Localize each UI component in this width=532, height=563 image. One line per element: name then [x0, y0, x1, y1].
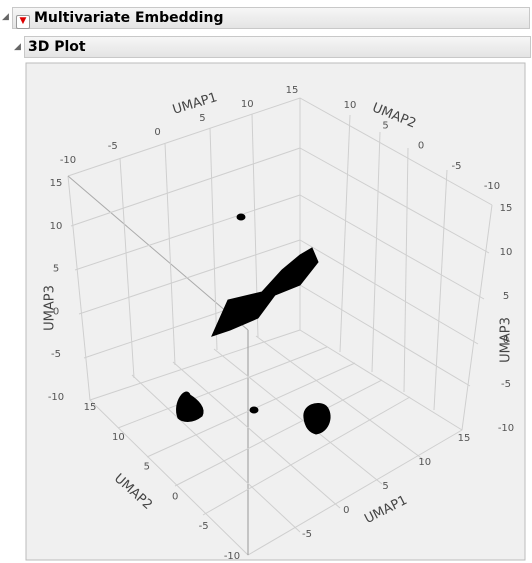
collapse-icon[interactable]: ◢ [2, 12, 9, 22]
axis-tick-label: 5 [144, 462, 150, 473]
axis-tick-label: 0 [154, 127, 160, 138]
axis-tick-label: 15 [84, 402, 97, 413]
axis-tick-label: -5 [452, 161, 462, 172]
axis-tick-label: 0 [172, 491, 178, 502]
axis-tick-label: 10 [50, 221, 63, 232]
axis-tick-label: -10 [498, 423, 514, 434]
axis-tick-label: 0 [503, 335, 509, 346]
axis-title: UMAP3 [499, 317, 514, 363]
axis-tick-label: -5 [108, 141, 118, 152]
axis-tick-label: -5 [51, 349, 61, 360]
panel-bar: 3D Plot [24, 36, 531, 58]
axis-tick-label: 10 [500, 247, 513, 258]
header-title: Multivariate Embedding [34, 10, 224, 26]
axis-tick-label: -10 [60, 155, 76, 166]
axis-tick-label: 15 [50, 178, 63, 189]
axis-tick-label: 5 [503, 291, 509, 302]
axis-tick-label: -10 [224, 551, 240, 562]
axis-tick-label: -10 [48, 392, 64, 403]
plot-frame [25, 62, 526, 561]
axis-tick-label: 0 [418, 141, 424, 152]
axis-title: UMAP3 [43, 285, 58, 331]
axis-tick-label: 15 [458, 433, 471, 444]
axis-tick-label: 10 [112, 432, 125, 443]
point-clusters [176, 213, 331, 435]
axis-tick-label: 5 [382, 120, 388, 131]
axis-tick-label: -5 [199, 521, 209, 532]
axis-tick-label: 15 [500, 203, 513, 214]
axis-tick-label: 10 [418, 457, 431, 468]
collapse-icon[interactable]: ◢ [14, 42, 21, 52]
axis-tick-label: 0 [343, 505, 349, 516]
axis-tick-label: -5 [501, 379, 511, 390]
axis-tick-label: 10 [344, 100, 357, 111]
header-bar: ▼ Multivariate Embedding [12, 7, 530, 29]
axis-tick-label: 5 [53, 264, 59, 275]
panel-title: 3D Plot [28, 39, 86, 55]
axis-tick-label: 5 [199, 113, 205, 124]
red-triangle-menu[interactable]: ▼ [16, 15, 30, 29]
axis-tick-label: -5 [302, 529, 312, 540]
axis-tick-label: 0 [53, 306, 59, 317]
axis-tick-label: -10 [484, 181, 500, 192]
axis-tick-label: 10 [241, 99, 254, 110]
axis-tick-label: 5 [382, 481, 388, 492]
axis-tick-label: 15 [286, 85, 299, 96]
